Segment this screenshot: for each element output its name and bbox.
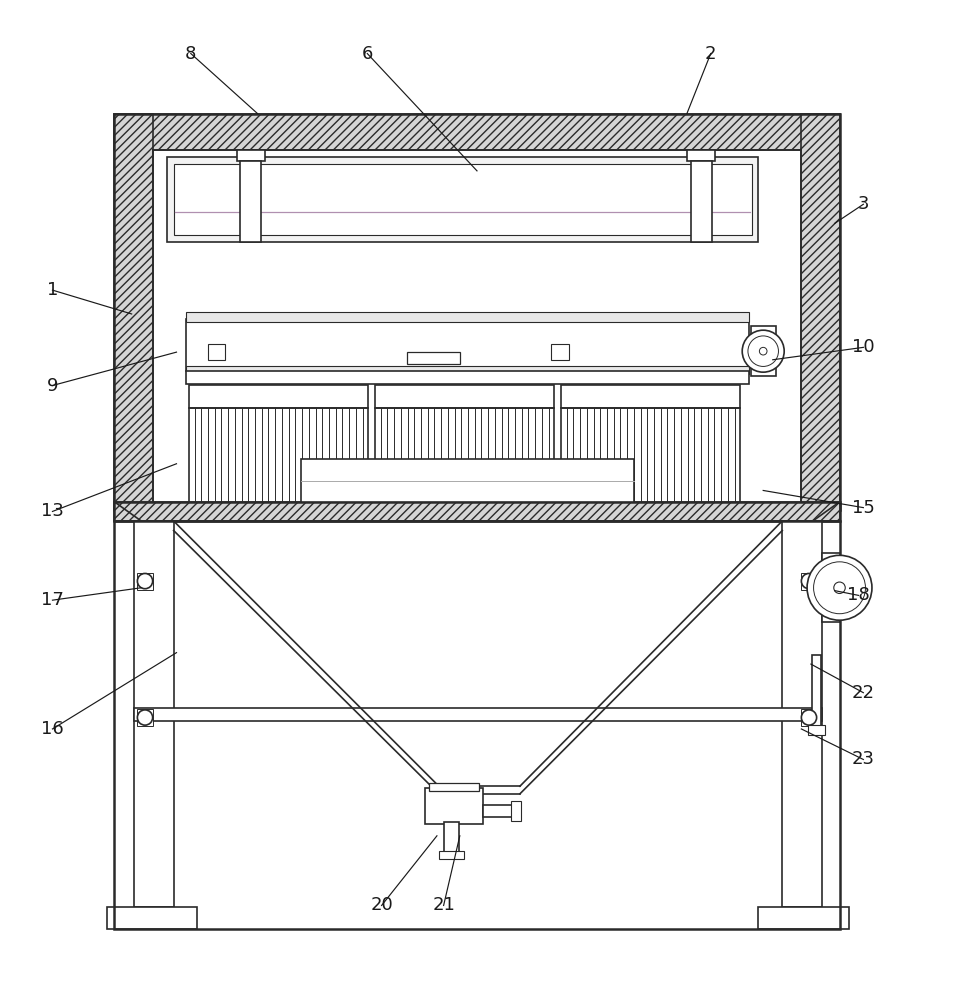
Bar bbox=[114, 114, 839, 510]
Text: 20: 20 bbox=[370, 896, 393, 914]
Circle shape bbox=[741, 330, 783, 372]
Bar bbox=[821, 553, 839, 622]
Bar bbox=[750, 326, 775, 376]
Bar bbox=[375, 408, 554, 510]
Bar bbox=[114, 114, 839, 150]
Text: 9: 9 bbox=[47, 377, 58, 395]
Circle shape bbox=[806, 555, 871, 620]
Bar bbox=[167, 157, 758, 242]
Bar bbox=[443, 822, 458, 853]
Bar bbox=[236, 150, 265, 161]
Circle shape bbox=[801, 710, 816, 725]
Bar bbox=[560, 385, 740, 408]
Bar bbox=[801, 709, 816, 726]
Bar bbox=[186, 319, 748, 371]
Bar bbox=[801, 573, 816, 590]
Bar bbox=[186, 312, 748, 322]
Circle shape bbox=[833, 582, 844, 593]
Text: 8: 8 bbox=[185, 45, 196, 63]
Text: 23: 23 bbox=[851, 750, 874, 768]
Bar bbox=[173, 164, 751, 235]
Bar bbox=[133, 708, 821, 721]
Bar bbox=[240, 161, 261, 242]
Bar bbox=[208, 344, 225, 360]
Text: 1: 1 bbox=[47, 281, 58, 299]
Text: 16: 16 bbox=[41, 720, 64, 738]
Bar bbox=[781, 521, 821, 907]
Bar bbox=[137, 573, 152, 590]
Bar bbox=[811, 655, 821, 729]
Bar bbox=[407, 352, 459, 364]
Text: 22: 22 bbox=[851, 684, 874, 702]
Circle shape bbox=[759, 347, 766, 355]
Bar bbox=[758, 907, 848, 929]
Text: 2: 2 bbox=[704, 45, 716, 63]
Circle shape bbox=[137, 573, 152, 589]
Bar bbox=[807, 725, 824, 735]
Bar bbox=[189, 408, 368, 510]
Bar bbox=[137, 709, 152, 726]
Bar bbox=[690, 161, 711, 242]
Bar bbox=[114, 502, 839, 521]
Bar bbox=[107, 907, 197, 929]
Bar bbox=[429, 783, 478, 791]
Circle shape bbox=[801, 573, 816, 589]
Bar bbox=[133, 521, 173, 907]
Bar bbox=[438, 851, 463, 859]
Text: 3: 3 bbox=[857, 195, 868, 213]
Text: 18: 18 bbox=[846, 586, 869, 604]
Bar bbox=[189, 385, 368, 408]
Bar bbox=[114, 114, 152, 510]
Bar bbox=[425, 788, 482, 824]
Bar bbox=[186, 366, 748, 374]
Text: 17: 17 bbox=[41, 591, 64, 609]
Bar bbox=[560, 408, 740, 510]
Text: 10: 10 bbox=[851, 338, 874, 356]
Bar bbox=[114, 521, 839, 929]
Circle shape bbox=[137, 710, 152, 725]
Bar bbox=[186, 371, 748, 384]
Bar bbox=[551, 344, 568, 360]
Text: 13: 13 bbox=[41, 502, 64, 520]
Bar bbox=[801, 114, 839, 510]
Text: 15: 15 bbox=[851, 499, 874, 517]
Bar bbox=[511, 801, 520, 821]
Bar bbox=[300, 459, 634, 502]
Bar bbox=[375, 385, 554, 408]
Text: 6: 6 bbox=[361, 45, 373, 63]
Bar bbox=[114, 502, 839, 521]
Bar bbox=[482, 805, 513, 817]
Text: 21: 21 bbox=[432, 896, 455, 914]
Bar bbox=[686, 150, 715, 161]
